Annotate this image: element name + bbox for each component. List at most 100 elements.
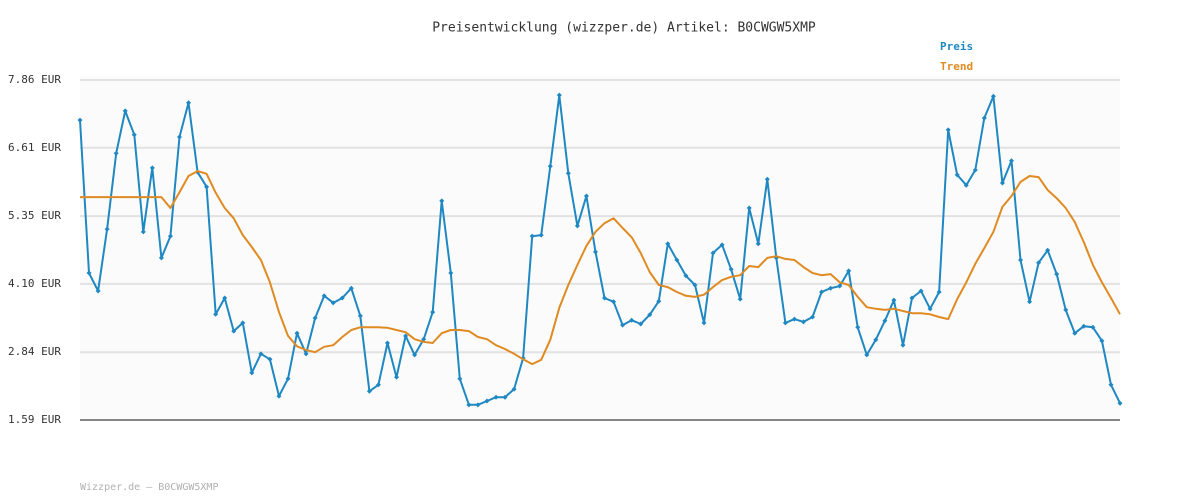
point <box>990 93 996 99</box>
legend-label: Trend <box>940 60 973 73</box>
point <box>1117 400 1123 406</box>
point <box>972 167 978 173</box>
point <box>1045 247 1051 253</box>
point <box>791 316 797 322</box>
point <box>665 241 671 247</box>
point <box>285 376 291 382</box>
point <box>122 108 128 114</box>
point <box>1108 382 1114 388</box>
point <box>656 298 662 304</box>
point <box>710 250 716 256</box>
point <box>249 370 255 376</box>
point <box>864 352 870 358</box>
point <box>746 205 752 211</box>
point <box>547 163 553 169</box>
point <box>629 317 635 323</box>
point <box>538 232 544 238</box>
line-trend <box>80 170 1121 366</box>
point <box>828 285 834 291</box>
point <box>819 289 825 295</box>
point <box>1027 299 1033 305</box>
point <box>131 132 137 138</box>
point <box>855 324 861 330</box>
point <box>412 352 418 358</box>
point <box>186 100 192 106</box>
point <box>963 182 969 188</box>
point <box>403 333 409 339</box>
point <box>330 300 336 306</box>
point <box>837 283 843 289</box>
y-tick-label: 4.10 EUR <box>8 277 61 290</box>
point <box>140 229 146 235</box>
point <box>900 342 906 348</box>
point <box>204 184 210 190</box>
y-tick-label: 2.84 EUR <box>8 345 61 358</box>
point <box>945 127 951 133</box>
point <box>592 249 598 255</box>
line-preis <box>79 94 1121 406</box>
point <box>366 388 372 394</box>
point <box>348 285 354 291</box>
point <box>728 266 734 272</box>
point <box>602 295 608 301</box>
point <box>981 115 987 121</box>
point <box>511 386 517 392</box>
point <box>574 223 580 229</box>
point <box>611 299 617 305</box>
point <box>240 320 246 326</box>
point <box>701 320 707 326</box>
point <box>1008 158 1014 164</box>
point <box>493 394 499 400</box>
point <box>692 282 698 288</box>
point <box>321 293 327 299</box>
point <box>556 92 562 98</box>
point <box>213 311 219 317</box>
point <box>167 233 173 239</box>
footer: Wizzper.de – B0CWGW5XMP <box>80 482 218 493</box>
plot-area <box>80 76 1120 420</box>
point <box>475 402 481 408</box>
point <box>583 193 589 199</box>
point <box>176 134 182 140</box>
point <box>1072 330 1078 336</box>
point <box>909 295 915 301</box>
y-tick-label: 7.86 EUR <box>8 73 61 86</box>
y-tick-label: 6.61 EUR <box>8 141 61 154</box>
point <box>484 398 490 404</box>
point <box>782 320 788 326</box>
point <box>755 241 761 247</box>
point <box>891 297 897 303</box>
point <box>339 295 345 301</box>
point <box>620 322 626 328</box>
point <box>466 402 472 408</box>
point <box>421 336 427 342</box>
point <box>647 312 653 318</box>
point <box>719 242 725 248</box>
point <box>357 313 363 319</box>
point <box>312 315 318 321</box>
point <box>674 257 680 263</box>
point <box>430 309 436 315</box>
point <box>529 233 535 239</box>
point <box>936 289 942 295</box>
point <box>113 150 119 156</box>
point <box>149 165 155 171</box>
point <box>810 314 816 320</box>
point <box>873 337 879 343</box>
point <box>683 273 689 279</box>
point <box>158 255 164 261</box>
point <box>800 319 806 325</box>
point <box>1099 338 1105 344</box>
point <box>375 382 381 388</box>
point <box>303 351 309 357</box>
point <box>448 270 454 276</box>
legend-label: Preis <box>940 40 973 53</box>
point <box>294 330 300 336</box>
point <box>267 356 273 362</box>
point <box>258 351 264 357</box>
point <box>764 176 770 182</box>
point <box>384 340 390 346</box>
point <box>1090 324 1096 330</box>
